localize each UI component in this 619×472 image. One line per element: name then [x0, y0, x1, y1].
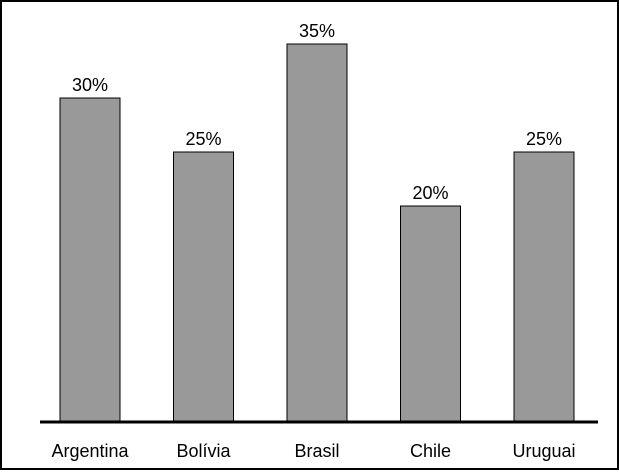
tick-label-bolivia: Bolívia [176, 441, 231, 461]
tick-label-argentina: Argentina [51, 441, 129, 461]
bar-bolivia [173, 151, 234, 423]
data-label-brasil: 35% [299, 21, 335, 41]
bar-chile [400, 205, 461, 423]
bar-uruguai [513, 151, 575, 423]
bars-layer [59, 43, 575, 423]
category-labels-layer: Argentina Bolívia Brasil Chile Uruguai [51, 441, 575, 461]
tick-label-brasil: Brasil [294, 441, 339, 461]
bar-argentina [59, 97, 121, 423]
data-label-bolivia: 25% [185, 129, 221, 149]
data-label-uruguai: 25% [526, 129, 562, 149]
value-labels-layer: 30% 25% 35% 20% 25% [72, 21, 562, 203]
tick-label-chile: Chile [410, 441, 451, 461]
bar-brasil [286, 43, 348, 423]
tick-label-uruguai: Uruguai [512, 441, 575, 461]
data-label-chile: 20% [412, 183, 448, 203]
data-label-argentina: 30% [72, 75, 108, 95]
